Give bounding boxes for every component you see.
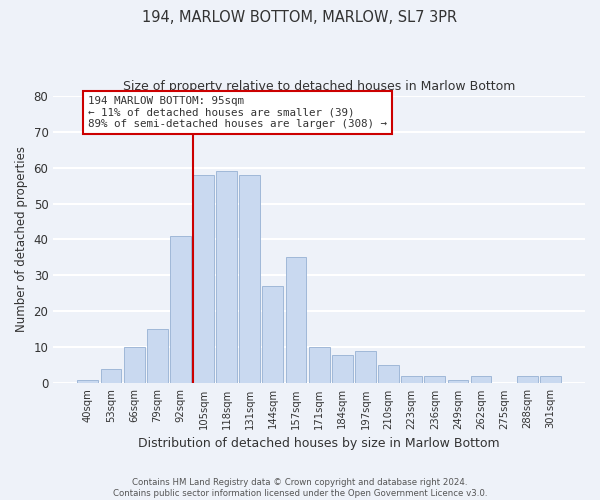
- Text: 194 MARLOW BOTTOM: 95sqm
← 11% of detached houses are smaller (39)
89% of semi-d: 194 MARLOW BOTTOM: 95sqm ← 11% of detach…: [88, 96, 387, 129]
- Y-axis label: Number of detached properties: Number of detached properties: [15, 146, 28, 332]
- Bar: [170, 236, 191, 384]
- Bar: [239, 174, 260, 384]
- Bar: [470, 376, 491, 384]
- Bar: [77, 380, 98, 384]
- Bar: [355, 351, 376, 384]
- Bar: [424, 376, 445, 384]
- X-axis label: Distribution of detached houses by size in Marlow Bottom: Distribution of detached houses by size …: [139, 437, 500, 450]
- Text: Contains HM Land Registry data © Crown copyright and database right 2024.
Contai: Contains HM Land Registry data © Crown c…: [113, 478, 487, 498]
- Bar: [332, 354, 353, 384]
- Bar: [147, 330, 167, 384]
- Bar: [216, 171, 237, 384]
- Text: 194, MARLOW BOTTOM, MARLOW, SL7 3PR: 194, MARLOW BOTTOM, MARLOW, SL7 3PR: [142, 10, 458, 25]
- Bar: [378, 366, 399, 384]
- Bar: [124, 348, 145, 384]
- Bar: [401, 376, 422, 384]
- Title: Size of property relative to detached houses in Marlow Bottom: Size of property relative to detached ho…: [123, 80, 515, 93]
- Bar: [309, 348, 329, 384]
- Bar: [540, 376, 561, 384]
- Bar: [193, 174, 214, 384]
- Bar: [448, 380, 469, 384]
- Bar: [517, 376, 538, 384]
- Bar: [262, 286, 283, 384]
- Bar: [101, 369, 121, 384]
- Bar: [286, 258, 307, 384]
